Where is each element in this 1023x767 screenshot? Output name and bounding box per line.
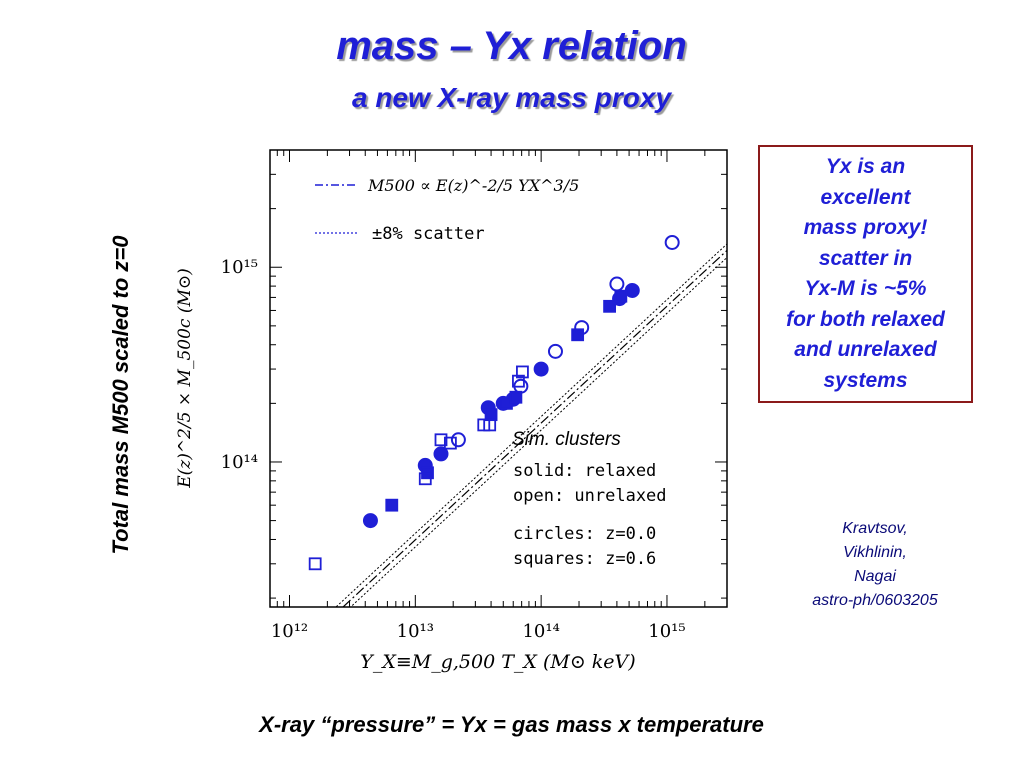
point-unrelaxed-circle [574,320,590,336]
callout-line: systems [823,368,908,392]
annotation-title: Sim. clusters [512,429,621,450]
x-tick-label: 10¹⁵ [648,621,685,642]
point-unrelaxed-square [516,365,529,379]
credit-line: Vikhlinin, [843,544,907,561]
credit-reference: astro-ph/0603205 [812,592,938,609]
callout-line: excellent [820,185,911,209]
point-relaxed-circle [624,282,640,298]
callout-line: for both relaxed [786,307,945,331]
side-y-axis-label: Total mass M500 scaled to z=0 [108,235,133,555]
x-tick-label: 10¹⁴ [522,621,559,642]
point-relaxed-square [385,498,399,512]
point-unrelaxed-square [512,374,525,388]
slide-subtitle: a new X-ray mass proxy [351,82,672,113]
legend-fit-label: M500 ∝ E(z)^-2/5 YX^3/5 [367,176,579,195]
point-unrelaxed-circle [547,343,563,359]
point-unrelaxed-square [418,472,432,486]
point-relaxed-circle [433,446,449,462]
credit-line: Nagai [854,568,896,585]
point-relaxed-square [484,408,498,422]
callout-box: Yx is an excellent mass proxy! scatter i… [758,145,973,403]
fit-lines [335,243,728,608]
scatter-line-lower [351,257,728,606]
scatter-line-upper [335,243,728,608]
y-tick-label: 10¹⁵ [221,257,258,278]
callout-line: Yx is an [825,155,906,178]
y-axis-label: E(z)^2/5 × M_500c (M⊙) [175,268,195,488]
point-unrelaxed-square [434,433,448,447]
point-relaxed-square [614,289,628,303]
callout-line: Yx-M is ~5% [804,277,927,300]
point-unrelaxed-circle [609,276,625,292]
legend: M500 ∝ E(z)^-2/5 YX^3/5 ±8% scatter [315,176,579,244]
legend-scatter-label: ±8% scatter [372,224,485,244]
slide-title: mass – Yx relation [336,24,687,68]
annotation-line-2: open: unrelaxed [513,486,667,506]
point-unrelaxed-square [308,557,322,571]
point-relaxed-square [603,299,616,313]
annotation-line-4: squares: z=0.6 [513,549,656,569]
data-points [308,234,680,571]
scatter-chart: 10¹² 10¹³ 10¹⁴ 10¹⁵ 10¹⁴ 10¹⁵ M500 ∝ E(z)^-2/… [175,149,728,673]
axis-ticks: 10¹² 10¹³ 10¹⁴ 10¹⁵ 10¹⁴ 10¹⁵ [221,149,728,642]
callout-line: and unrelaxed [794,338,937,361]
point-unrelaxed-circle [450,432,466,448]
x-tick-label: 10¹³ [397,621,434,642]
fit-line [342,250,728,608]
annotation-line-1: solid: relaxed [513,461,656,481]
annotation-line-3: circles: z=0.0 [513,524,656,544]
plot-frame [269,149,728,608]
point-unrelaxed-square [443,436,457,450]
point-relaxed-circle [533,361,549,377]
point-unrelaxed-circle [664,234,680,250]
y-tick-label: 10¹⁴ [221,452,258,473]
slide-caption: X-ray “pressure” = Yx = gas mass x tempe… [259,712,764,737]
callout-line: scatter in [818,246,913,270]
annotation: Sim. clusters solid: relaxed open: unrel… [512,429,667,569]
point-relaxed-circle [362,513,378,529]
x-axis-label: Y_X≡M_g,500 T_X (M⊙ keV) [360,651,635,673]
callout-line: mass proxy! [803,216,928,239]
x-tick-label: 10¹² [271,621,308,642]
credits: Kravtsov, Vikhlinin, Nagai astro-ph/0603… [785,517,965,613]
point-unrelaxed-square [483,418,497,432]
credit-line: Kravtsov, [842,520,908,537]
